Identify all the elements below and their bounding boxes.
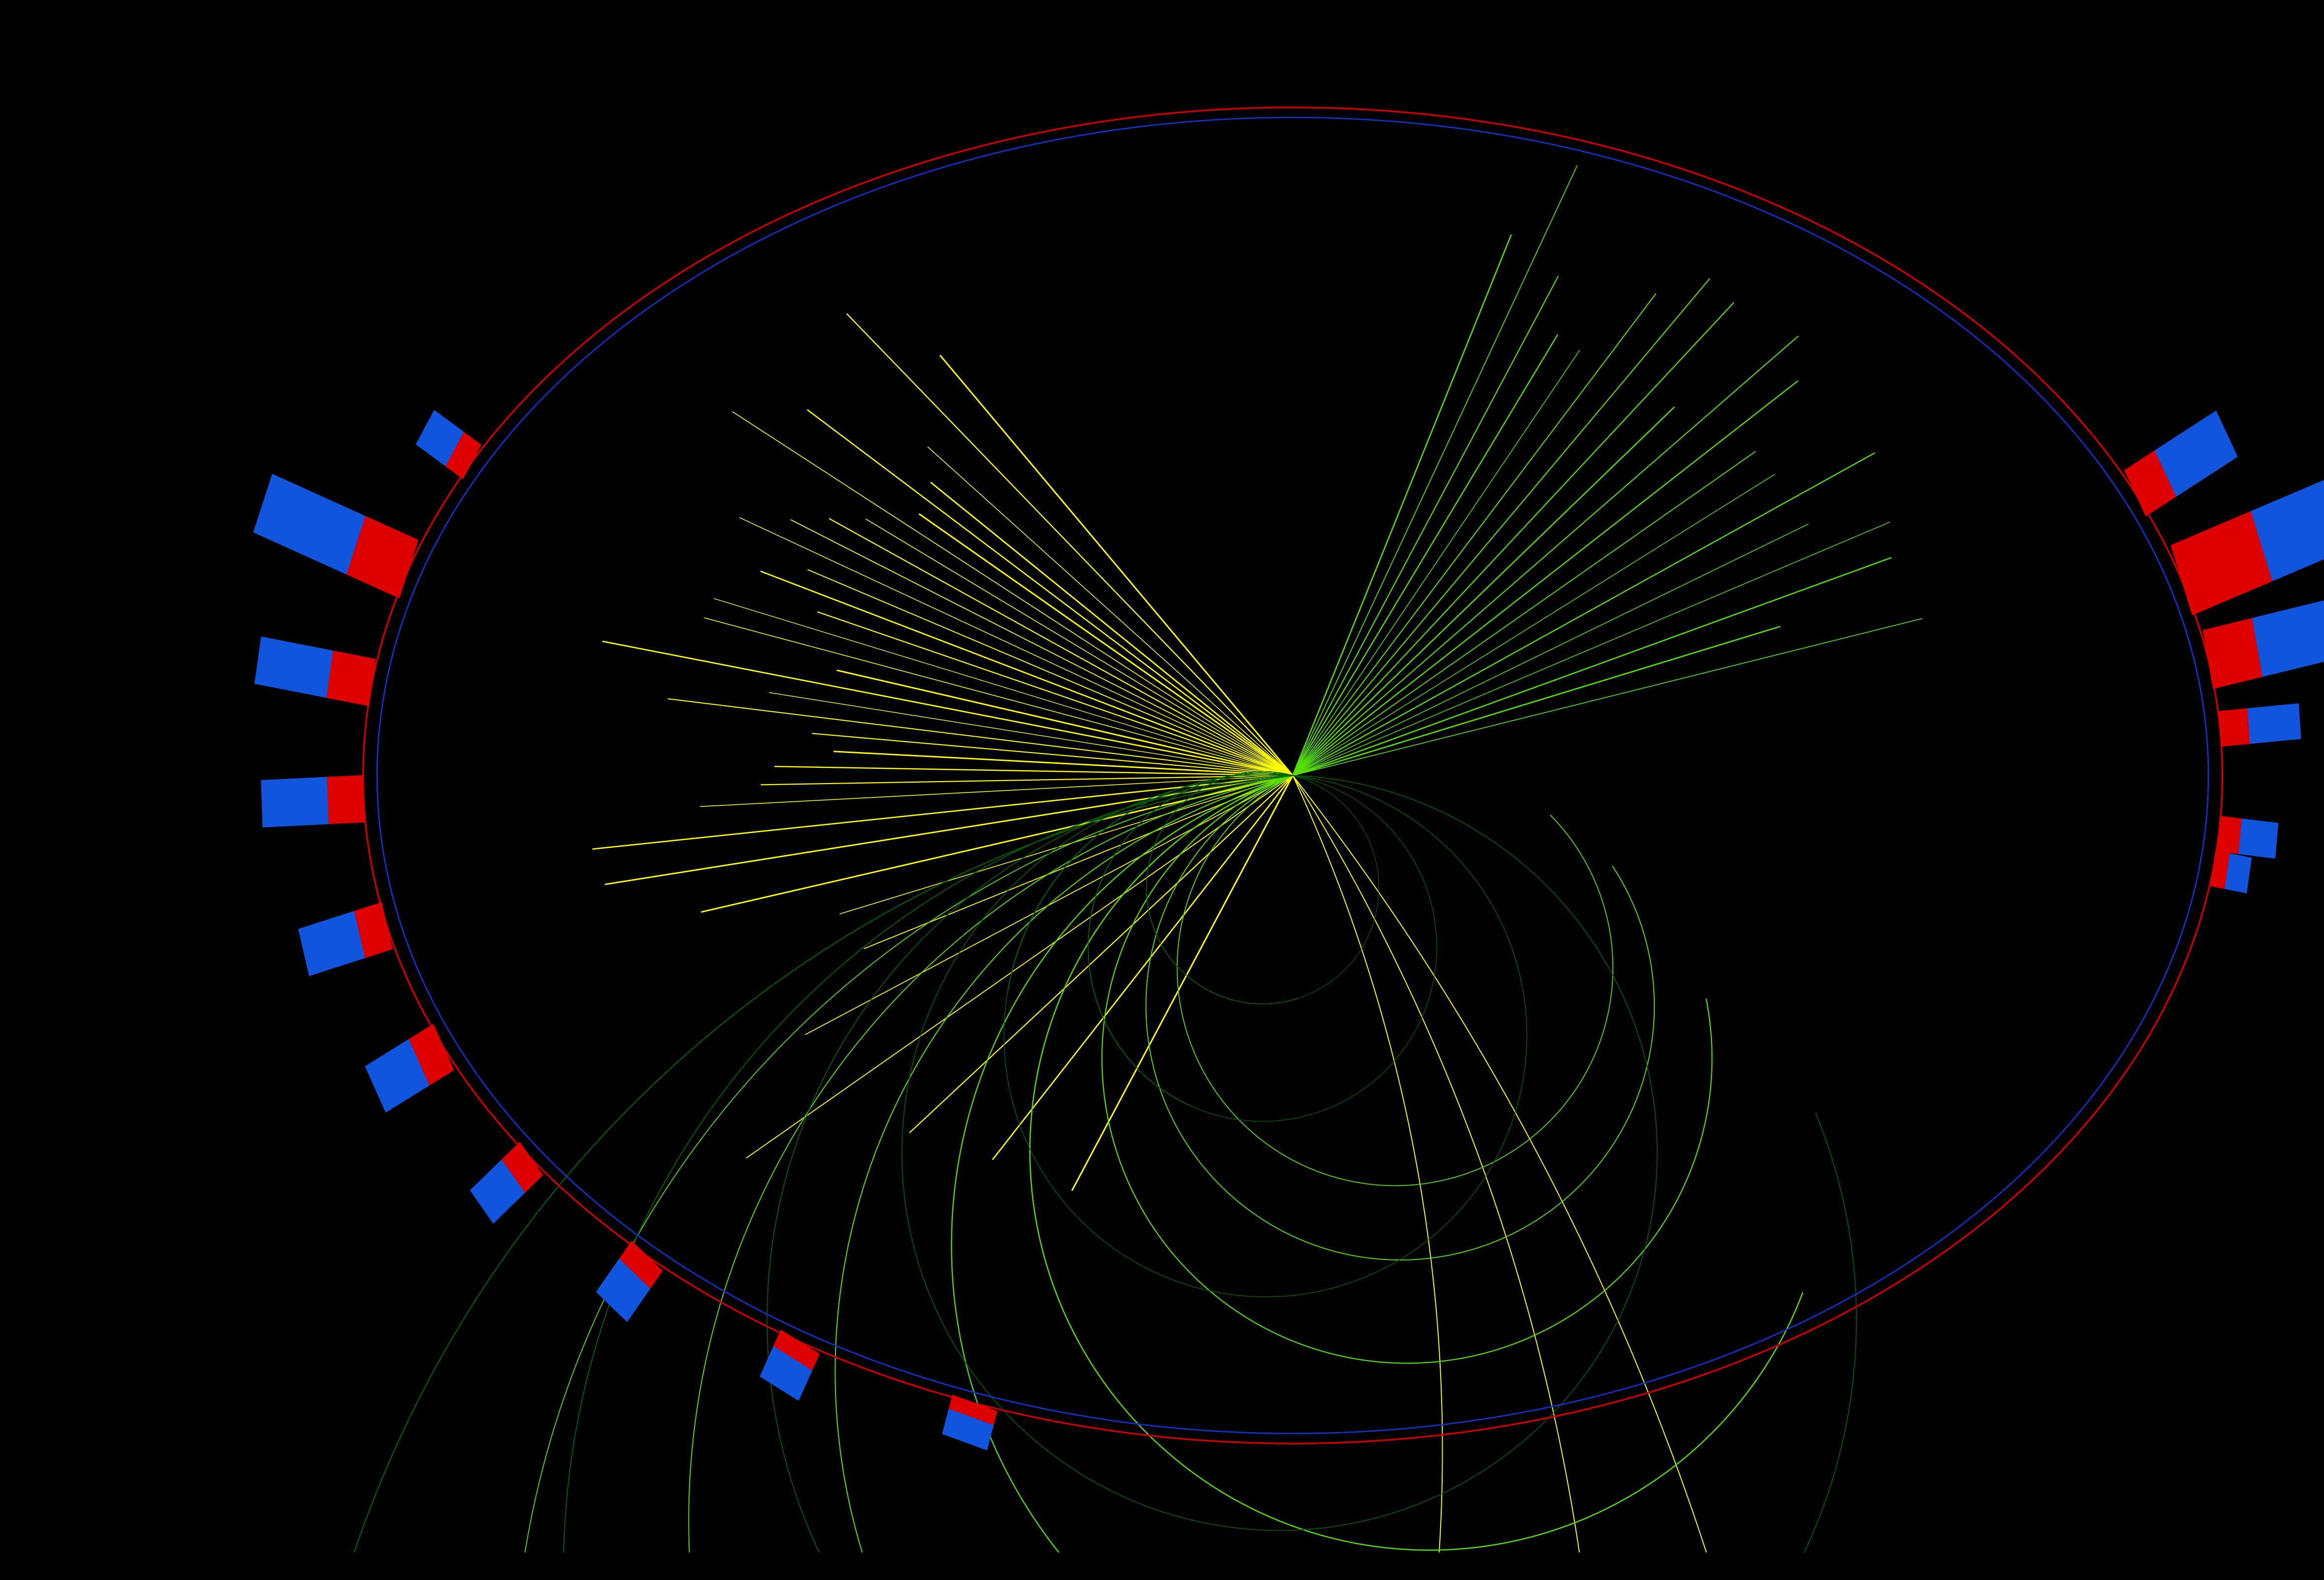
Polygon shape bbox=[365, 1040, 430, 1112]
Polygon shape bbox=[774, 1330, 820, 1370]
Polygon shape bbox=[256, 637, 332, 697]
Polygon shape bbox=[2238, 818, 2278, 858]
Polygon shape bbox=[597, 1259, 651, 1321]
Polygon shape bbox=[2247, 703, 2301, 744]
Polygon shape bbox=[2219, 708, 2250, 746]
Polygon shape bbox=[260, 777, 328, 826]
Polygon shape bbox=[2124, 450, 2175, 517]
Polygon shape bbox=[253, 474, 365, 574]
Polygon shape bbox=[2203, 618, 2264, 689]
Polygon shape bbox=[346, 517, 418, 597]
Polygon shape bbox=[469, 1160, 525, 1223]
Polygon shape bbox=[297, 912, 365, 976]
Polygon shape bbox=[2224, 853, 2252, 893]
Polygon shape bbox=[948, 1395, 997, 1425]
Polygon shape bbox=[2171, 512, 2273, 615]
Polygon shape bbox=[502, 1142, 544, 1193]
Polygon shape bbox=[409, 1024, 453, 1085]
Polygon shape bbox=[325, 651, 376, 706]
Polygon shape bbox=[328, 776, 365, 823]
Polygon shape bbox=[618, 1242, 662, 1289]
Polygon shape bbox=[760, 1346, 811, 1400]
Polygon shape bbox=[2217, 817, 2243, 853]
Polygon shape bbox=[2252, 403, 2324, 581]
Polygon shape bbox=[2154, 411, 2238, 496]
Polygon shape bbox=[446, 431, 481, 479]
Polygon shape bbox=[944, 1409, 992, 1450]
Polygon shape bbox=[2252, 588, 2324, 676]
Polygon shape bbox=[353, 902, 393, 957]
Polygon shape bbox=[416, 411, 462, 466]
Polygon shape bbox=[2210, 852, 2231, 888]
